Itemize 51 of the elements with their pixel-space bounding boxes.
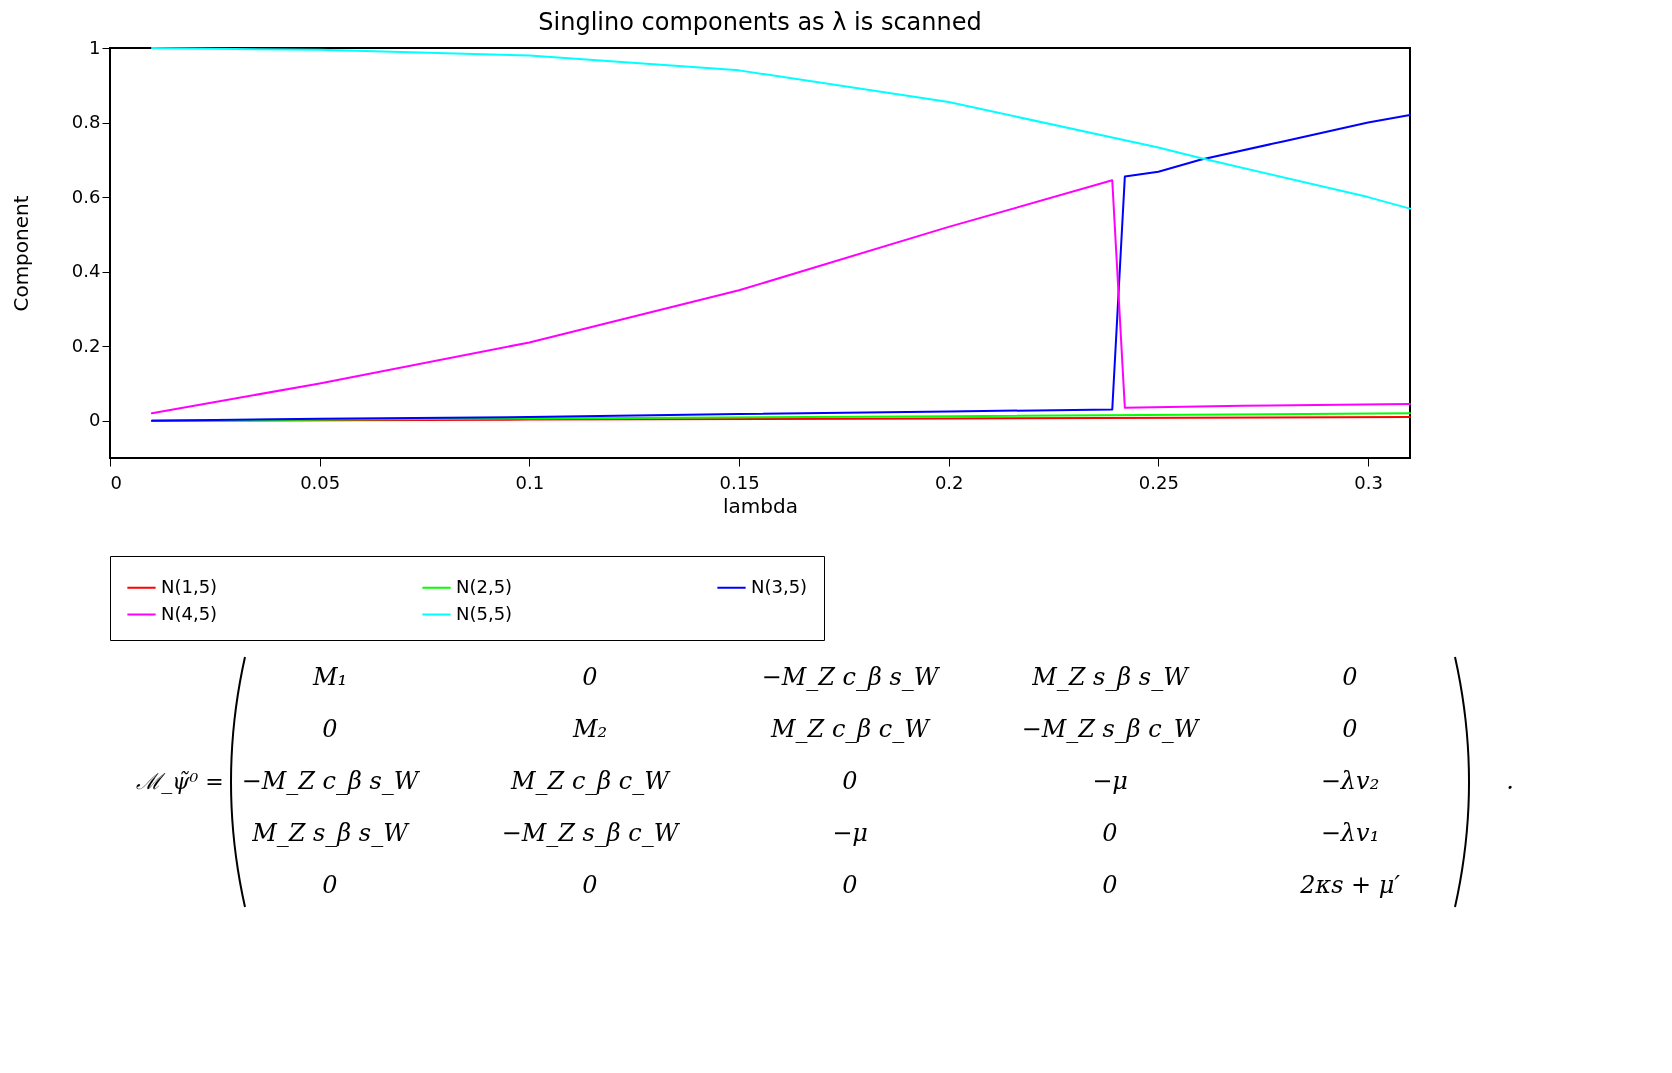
text: M_Z c_β c_W	[770, 715, 932, 743]
legend-label: N(3,5)	[751, 575, 808, 597]
text: 0	[582, 663, 598, 691]
text: −M_Z c_β s_W	[761, 663, 941, 691]
text: 0	[842, 767, 858, 795]
text: 0	[1102, 819, 1118, 847]
line-series	[150, 47, 1411, 210]
y-tick-label: 0.2	[71, 334, 101, 356]
line-series	[150, 179, 1411, 415]
legend-label: N(5,5)	[456, 602, 513, 624]
y-axis-title: Component	[8, 195, 33, 312]
text: −M_Z c_β s_W	[241, 767, 421, 795]
text: −M_Z s_β c_W	[501, 819, 681, 847]
x-tick-label: 0.05	[300, 471, 341, 493]
text: 2κs + μ′	[1299, 871, 1401, 899]
legend-label: N(2,5)	[456, 575, 513, 597]
text: M₁	[311, 663, 348, 691]
text: M_Z c_β c_W	[510, 767, 672, 795]
x-tick-label: 0.1	[515, 471, 545, 493]
text: 0	[1102, 871, 1118, 899]
text: 0	[1342, 715, 1358, 743]
x-axis-title: lambda	[723, 493, 798, 518]
y-tick-label: 0.8	[71, 111, 101, 133]
line-series	[150, 114, 1411, 422]
x-tick-label: 0.3	[1354, 471, 1383, 493]
legend-label: N(1,5)	[161, 575, 218, 597]
text: M₂	[571, 715, 608, 743]
x-tick-label: 0.25	[1138, 471, 1179, 493]
y-tick-label: 1	[89, 36, 101, 58]
legend-label: N(4,5)	[161, 602, 218, 624]
text: M_Z s_β s_W	[1031, 663, 1191, 691]
text: −μ	[1092, 767, 1128, 795]
y-tick-label: 0.4	[71, 260, 101, 282]
text: 0	[1342, 663, 1358, 691]
y-tick-label: 0	[89, 409, 101, 431]
text: −M_Z s_β c_W	[1021, 715, 1201, 743]
x-tick-label: 0.2	[934, 471, 964, 493]
text: −μ	[832, 819, 868, 847]
x-tick-label: 0.15	[719, 471, 760, 493]
text: ℳ_ψ̃⁰ =	[136, 769, 224, 794]
chart-title: Singlino components as λ is scanned	[538, 8, 982, 36]
x-tick-label: 0	[110, 471, 122, 493]
text: .	[1506, 767, 1514, 795]
text: M_Z s_β s_W	[251, 819, 411, 847]
text: 0	[842, 871, 858, 899]
text: −λv₁	[1320, 819, 1380, 847]
text: 0	[582, 871, 598, 899]
text: −λv₂	[1320, 767, 1380, 795]
y-tick-label: 0.6	[71, 185, 101, 207]
text: 0	[322, 715, 338, 743]
text: 0	[322, 871, 338, 899]
